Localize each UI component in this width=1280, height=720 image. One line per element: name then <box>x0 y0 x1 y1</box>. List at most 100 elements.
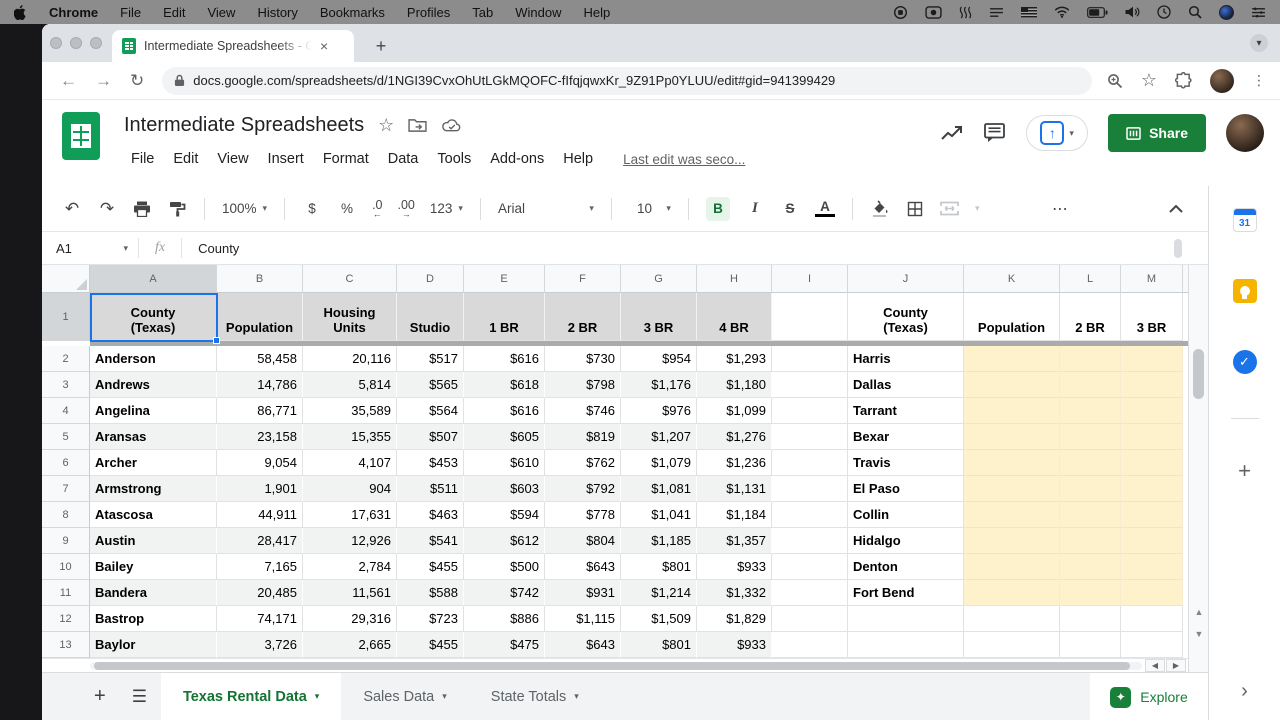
menubar-item-file[interactable]: File <box>120 4 142 20</box>
cell-M3[interactable] <box>1121 372 1183 398</box>
cell-J2[interactable]: Harris <box>848 346 964 372</box>
column-header-M[interactable]: M <box>1121 265 1183 293</box>
cell-F7[interactable]: $792 <box>545 476 621 502</box>
cell-I6[interactable] <box>772 450 848 476</box>
cell-B13[interactable]: 3,726 <box>217 632 303 658</box>
row-header-10[interactable]: 10 <box>42 554 90 580</box>
keyboard-flag-icon[interactable] <box>1021 6 1037 18</box>
cell-C2[interactable]: 20,116 <box>303 346 397 372</box>
cell-L7[interactable] <box>1060 476 1121 502</box>
cell-G7[interactable]: $1,081 <box>621 476 697 502</box>
scroll-down-icon[interactable]: ▼ <box>1194 629 1204 639</box>
add-sheet-icon[interactable]: + <box>94 685 106 707</box>
cell-E12[interactable]: $886 <box>464 606 545 632</box>
column-header-G[interactable]: G <box>621 265 697 293</box>
sheets-logo-icon[interactable] <box>62 112 100 160</box>
cell-K10[interactable] <box>964 554 1060 580</box>
cell-J6[interactable]: Travis <box>848 450 964 476</box>
cell-M4[interactable] <box>1121 398 1183 424</box>
cell-K7[interactable] <box>964 476 1060 502</box>
assistant-icon[interactable] <box>1219 4 1234 20</box>
cell-G10[interactable]: $801 <box>621 554 697 580</box>
cell-D9[interactable]: $541 <box>397 528 464 554</box>
menubar-item-tab[interactable]: Tab <box>472 4 494 20</box>
keep-icon[interactable] <box>1232 279 1257 303</box>
italic-button[interactable]: I <box>752 200 758 216</box>
cell-I10[interactable] <box>772 554 848 580</box>
cell-F8[interactable]: $778 <box>545 502 621 528</box>
cell-C9[interactable]: 12,926 <box>303 528 397 554</box>
bookmark-star-icon[interactable]: ☆ <box>1140 70 1157 90</box>
cell-F9[interactable]: $804 <box>545 528 621 554</box>
cell-A9[interactable]: Austin <box>90 528 217 554</box>
menubar-item-profiles[interactable]: Profiles <box>406 4 451 20</box>
cell-A12[interactable]: Bastrop <box>90 606 217 632</box>
row-header-1[interactable]: 1 <box>42 293 90 341</box>
bold-button[interactable]: B <box>705 196 730 221</box>
cell-D12[interactable]: $723 <box>397 606 464 632</box>
cell-B2[interactable]: 58,458 <box>217 346 303 372</box>
cell-I5[interactable] <box>772 424 848 450</box>
account-avatar[interactable] <box>1226 114 1264 152</box>
lock-icon[interactable] <box>174 74 185 87</box>
scroll-up-icon[interactable]: ▲ <box>1194 607 1204 617</box>
column-header-L[interactable]: L <box>1060 265 1121 293</box>
menubar-item-bookmarks[interactable]: Bookmarks <box>319 4 385 20</box>
cell-H13[interactable]: $933 <box>697 632 772 658</box>
menubar-item-window[interactable]: Window <box>515 4 562 20</box>
vertical-scroll-thumb[interactable] <box>1193 349 1204 399</box>
scroll-right-icon[interactable]: ▶ <box>1166 659 1186 672</box>
cell-B6[interactable]: 9,054 <box>217 450 303 476</box>
sheet-tab-state-totals[interactable]: State Totals ▾ <box>469 673 601 720</box>
font-family-select[interactable]: Arial ▾ <box>497 201 594 216</box>
tab-search-button[interactable]: ▾ <box>1250 34 1268 52</box>
column-header-I[interactable]: I <box>772 265 848 293</box>
cell-B5[interactable]: 23,158 <box>217 424 303 450</box>
cell-L11[interactable] <box>1060 580 1121 606</box>
row-header-7[interactable]: 7 <box>42 476 90 502</box>
cell-J5[interactable]: Bexar <box>848 424 964 450</box>
cell-F2[interactable]: $730 <box>545 346 621 372</box>
menu-data[interactable]: Data <box>387 151 419 167</box>
apple-logo-icon[interactable] <box>14 4 27 20</box>
decrease-decimal-button[interactable]: .0 ← <box>372 198 383 219</box>
all-sheets-icon[interactable]: ☰ <box>131 686 147 706</box>
cell-A8[interactable]: Atascosa <box>90 502 217 528</box>
print-icon[interactable] <box>132 201 152 217</box>
cell-M13[interactable] <box>1121 632 1183 658</box>
cell-D1[interactable]: Studio <box>397 293 464 341</box>
cell-L4[interactable] <box>1060 398 1121 424</box>
cell-L5[interactable] <box>1060 424 1121 450</box>
cell-G1[interactable]: 3 BR <box>621 293 697 341</box>
cell-H6[interactable]: $1,236 <box>697 450 772 476</box>
cell-E3[interactable]: $618 <box>464 372 545 398</box>
formula-input[interactable]: County <box>198 240 240 256</box>
cell-A4[interactable]: Angelina <box>90 398 217 424</box>
cell-I1[interactable] <box>772 293 848 341</box>
cell-I4[interactable] <box>772 398 848 424</box>
cell-E2[interactable]: $616 <box>464 346 545 372</box>
row-header-9[interactable]: 9 <box>42 528 90 554</box>
collapse-toolbar-icon[interactable] <box>1166 204 1186 213</box>
row-header-3[interactable]: 3 <box>42 372 90 398</box>
cell-C5[interactable]: 15,355 <box>303 424 397 450</box>
cell-C4[interactable]: 35,589 <box>303 398 397 424</box>
list-icon[interactable] <box>989 7 1004 18</box>
cell-J12[interactable] <box>848 606 964 632</box>
cell-E4[interactable]: $616 <box>464 398 545 424</box>
cell-L8[interactable] <box>1060 502 1121 528</box>
cell-H8[interactable]: $1,184 <box>697 502 772 528</box>
row-header-13[interactable]: 13 <box>42 632 90 658</box>
menu-help[interactable]: Help <box>563 151 594 167</box>
cell-H7[interactable]: $1,131 <box>697 476 772 502</box>
cell-L12[interactable] <box>1060 606 1121 632</box>
new-tab-button[interactable]: + <box>375 35 387 56</box>
cell-L3[interactable] <box>1060 372 1121 398</box>
sheet-tab-sales-data[interactable]: Sales Data ▾ <box>341 673 468 720</box>
column-header-C[interactable]: C <box>303 265 397 293</box>
cell-A13[interactable]: Baylor <box>90 632 217 658</box>
cell-J7[interactable]: El Paso <box>848 476 964 502</box>
cell-H1[interactable]: 4 BR <box>697 293 772 341</box>
cell-C6[interactable]: 4,107 <box>303 450 397 476</box>
forward-icon[interactable]: → <box>95 70 112 90</box>
